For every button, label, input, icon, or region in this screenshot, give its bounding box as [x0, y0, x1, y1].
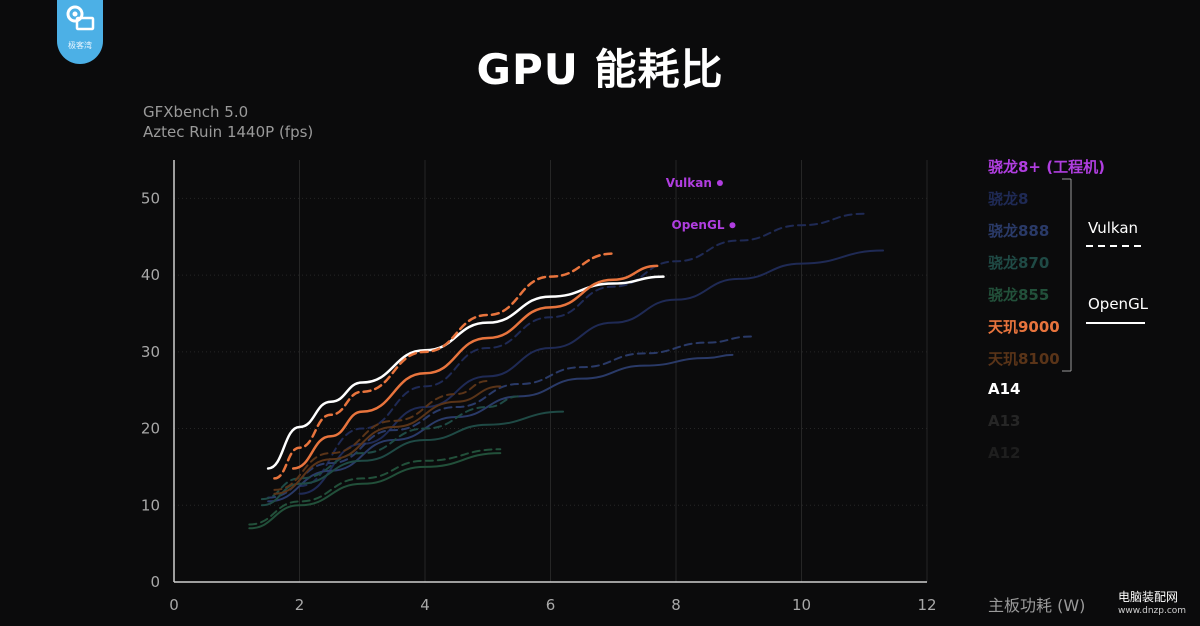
series-line-天玑9000-vulkan	[273, 252, 615, 480]
legend-item: A13	[988, 412, 1021, 430]
series-line-骁龙8-vulkan	[298, 212, 866, 488]
series-line-骁龙855-opengl	[248, 452, 502, 530]
logo-text: 极客湾	[68, 41, 92, 50]
annotation-label: OpenGL	[672, 218, 725, 232]
legend-item: 天玑9000	[988, 318, 1060, 336]
y-tick-label: 30	[141, 343, 160, 361]
chart-subtitle-benchmark: GFXbench 5.0	[143, 103, 249, 121]
watermark-text: 电脑装配网	[1118, 590, 1179, 604]
series-line-天玑8100-vulkan	[273, 379, 489, 491]
annotation-label: Vulkan	[666, 176, 712, 190]
legend-item: 天玑8100	[988, 350, 1060, 368]
x-tick-label: 2	[295, 596, 305, 614]
y-tick-label: 20	[141, 420, 160, 438]
series-line-骁龙888-vulkan	[267, 335, 753, 499]
x-tick-label: 8	[671, 596, 681, 614]
brand-logo: 极客湾	[57, 0, 103, 64]
legend-item: 骁龙8+ (工程机)	[988, 158, 1105, 176]
page-title: GPU 能耗比	[476, 45, 724, 94]
series-line-骁龙855-vulkan	[248, 448, 502, 526]
legend-item: A14	[988, 380, 1021, 398]
x-tick-label: 0	[169, 596, 179, 614]
legend-item: A12	[988, 444, 1021, 462]
y-tick-label: 50	[141, 189, 160, 207]
annotation-dot	[729, 222, 736, 229]
y-tick-label: 40	[141, 266, 160, 284]
legend-item: 骁龙888	[988, 222, 1050, 240]
x-tick-label: 12	[917, 596, 936, 614]
y-tick-label: 0	[150, 573, 160, 591]
series-line-骁龙8-opengl	[298, 249, 885, 495]
series-line-骁龙870-vulkan	[260, 395, 521, 501]
y-tick-label: 10	[141, 496, 160, 514]
x-tick-label: 4	[420, 596, 430, 614]
legend-vulkan-label: Vulkan	[1088, 219, 1139, 237]
x-tick-label: 10	[792, 596, 811, 614]
gear-icon	[66, 5, 95, 31]
legend-opengl-label: OpenGL	[1088, 295, 1149, 313]
x-tick-label: 6	[546, 596, 556, 614]
chart-subtitle-test: Aztec Ruin 1440P (fps)	[143, 123, 314, 141]
watermark-url: www.dnzp.com	[1118, 606, 1187, 616]
legend-item: 骁龙8	[988, 190, 1029, 208]
annotation-dot	[716, 180, 723, 187]
legend-item: 骁龙855	[988, 286, 1050, 304]
legend-item: 骁龙870	[988, 254, 1050, 272]
series-line-骁龙888-opengl	[267, 353, 734, 503]
series-line-天玑9000-opengl	[291, 264, 659, 470]
series-line-天玑8100-opengl	[273, 385, 502, 495]
x-axis-label: 主板功耗 (W)	[988, 596, 1086, 615]
series-line-A14-opengl	[266, 275, 665, 470]
series-line-骁龙870-opengl	[260, 410, 565, 507]
